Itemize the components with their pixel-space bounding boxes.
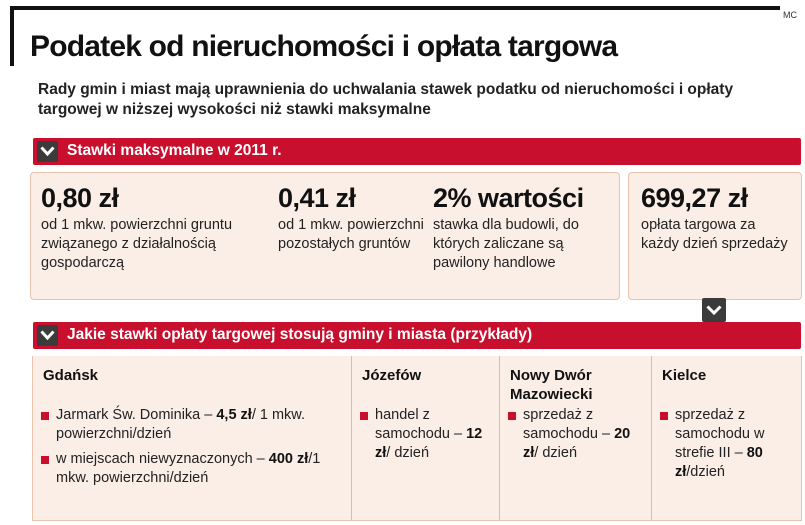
city-column-kielce: Kielce sprzedaż z samochodu w strefie II… — [651, 356, 801, 520]
bullet-square-icon — [508, 412, 516, 420]
page-subtitle: Rady gmin i miast mają uprawnienia do uc… — [38, 81, 734, 118]
bullet-square-icon — [41, 456, 49, 464]
city-name: Józefów — [362, 367, 422, 384]
rate-market-fee: 699,27 zł opłata targowa za każdy dzień … — [641, 183, 791, 254]
city-column-jozefow: Józefów handel z samochodu – 12 zł/ dzie… — [351, 356, 500, 520]
rate-land-business: 0,80 zł od 1 mkw. powierzchni gruntu zwi… — [41, 183, 271, 273]
author-credit: MC — [783, 10, 797, 20]
rate-value: 0,80 zł — [41, 183, 119, 213]
rate-value: 0,41 zł — [278, 183, 356, 213]
list-item: sprzedaż z samochodu w strefie III – 80 … — [660, 406, 792, 482]
max-rates-panel: 0,80 zł od 1 mkw. powierzchni gruntu zwi… — [30, 172, 620, 300]
rate-buildings: 2% wartości stawka dla budowli, do który… — [433, 183, 617, 273]
list-item: Jarmark Św. Dominika – 4,5 zł/ 1 mkw. po… — [41, 406, 341, 444]
section-title-examples: Jakie stawki opłaty targowej stosują gmi… — [67, 326, 533, 343]
city-column-nowy-dwor: Nowy Dwór Mazowiecki sprzedaż z samochod… — [499, 356, 652, 520]
chevron-down-icon — [37, 141, 58, 162]
chevron-down-icon — [37, 325, 58, 346]
rate-description: stawka dla budowli, do których zaliczane… — [433, 217, 579, 271]
bullet-square-icon — [41, 412, 49, 420]
frame-left-rule — [10, 6, 14, 66]
list-item: sprzedaż z samochodu – 20 zł/ dzień — [508, 406, 643, 463]
rate-value: 699,27 zł — [641, 183, 748, 213]
rate-value: 2% wartości — [433, 183, 584, 213]
list-item: w miejscach niewyznaczonych – 400 zł/1 m… — [41, 450, 341, 488]
list-item: handel z samochodu – 12 zł/ dzień — [360, 406, 490, 463]
examples-panel: Gdańsk Jarmark Św. Dominika – 4,5 zł/ 1 … — [32, 356, 802, 521]
rate-land-other: 0,41 zł od 1 mkw. powierzchni pozostałyc… — [278, 183, 428, 254]
city-name: Kielce — [662, 367, 707, 384]
frame-top-rule — [10, 6, 780, 10]
rate-description: od 1 mkw. powierzchni pozostałych gruntó… — [278, 217, 424, 252]
city-column-gdansk: Gdańsk Jarmark Św. Dominika – 4,5 zł/ 1 … — [33, 356, 351, 520]
rate-description: opłata targowa za każdy dzień sprzedaży — [641, 217, 788, 252]
bullet-square-icon — [660, 412, 668, 420]
page-title: Podatek od nieruchomości i opłata targow… — [30, 30, 618, 63]
chevron-down-icon — [702, 298, 726, 322]
city-name: Gdańsk — [43, 367, 99, 384]
city-name: Nowy Dwór Mazowiecki — [510, 367, 593, 403]
section-title-max-rates: Stawki maksymalne w 2011 r. — [67, 142, 282, 159]
section-header-max-rates: Stawki maksymalne w 2011 r. — [33, 138, 801, 165]
section-header-examples: Jakie stawki opłaty targowej stosują gmi… — [33, 322, 801, 349]
rate-description: od 1 mkw. powierzchni gruntu związanego … — [41, 217, 233, 271]
bullet-square-icon — [360, 412, 368, 420]
market-fee-panel: 699,27 zł opłata targowa za każdy dzień … — [628, 172, 802, 300]
